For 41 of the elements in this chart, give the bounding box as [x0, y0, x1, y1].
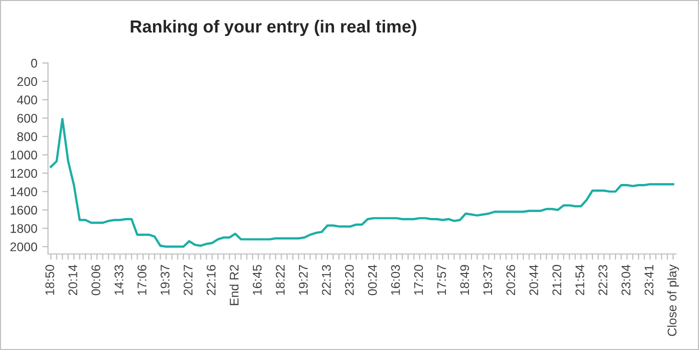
x-tick-label: 23:41 [644, 265, 654, 296]
x-tick-label: 21:20 [552, 264, 562, 296]
x-tick-label: 20:27 [184, 265, 193, 296]
x-tick-label: 17:06 [138, 264, 146, 295]
y-tick-label: 1600 [10, 206, 38, 215]
y-tick-label: 0 [31, 58, 38, 68]
x-tick-label: 21:54 [575, 264, 584, 296]
y-tick-label: 600 [17, 114, 38, 123]
x-tick-label: 22:16 [206, 264, 216, 296]
x-tick-label: 20:26 [506, 264, 516, 296]
x-tick-label: 00:24 [368, 264, 377, 296]
y-tick-label: 1800 [10, 224, 38, 233]
x-tick-label: 23:20 [344, 264, 354, 296]
y-tick-label: 200 [17, 77, 38, 86]
x-tick-label: 16:45 [252, 264, 262, 295]
x-tick-label: 18:50 [45, 264, 54, 295]
x-tick-label: Close of play [667, 264, 679, 336]
y-tick-label: 1200 [10, 168, 38, 178]
y-tick-label: 2000 [10, 242, 38, 252]
x-tick-label: 22:13 [322, 264, 331, 296]
x-tick-label: End R2 [229, 265, 239, 306]
y-tick-label: 1000 [10, 150, 38, 160]
x-tick-label: 20:44 [529, 264, 538, 296]
x-tick-label: 20:14 [68, 264, 78, 296]
x-tick-label: 18:22 [276, 265, 285, 295]
x-tick-label: 22:23 [598, 264, 608, 296]
x-tick-label: 19:37 [160, 265, 170, 295]
x-tick-label: 18:49 [460, 265, 470, 295]
x-tick-label: 19:27 [298, 265, 308, 295]
x-tick-label: 00:06 [91, 264, 100, 296]
x-tick-label: 14:33 [114, 264, 124, 295]
x-tick-label: 23:04 [622, 264, 630, 296]
x-tick-label: 17:20 [414, 264, 423, 295]
line-series [50, 118, 674, 248]
x-tick-label: 17:57 [437, 265, 446, 295]
y-tick-label: 800 [17, 132, 38, 142]
x-tick-label: 16:03 [391, 264, 400, 295]
chart-title: Ranking of your entry (in real time) [130, 20, 416, 36]
y-tick-label: 1400 [10, 187, 38, 196]
y-tick-label: 400 [17, 96, 38, 104]
x-tick-label: 19:37 [483, 265, 492, 295]
